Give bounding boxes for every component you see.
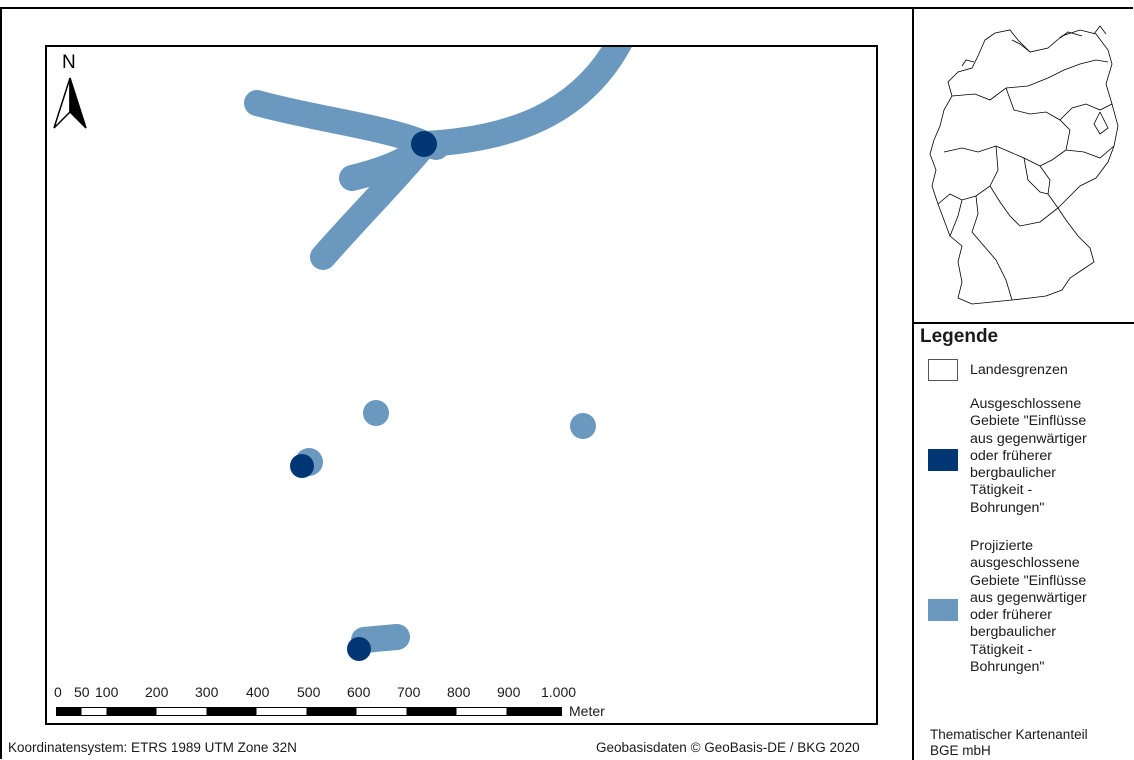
projected-area-branch-long <box>310 131 438 270</box>
legend-separator <box>914 322 1134 324</box>
scale-label: 500 <box>297 684 321 700</box>
state-border <box>951 59 1109 101</box>
legend-label-borders: Landesgrenzen <box>970 362 1068 378</box>
state-border <box>937 145 999 205</box>
excluded-area-point-3 <box>347 637 371 661</box>
scale-label: 600 <box>347 684 371 700</box>
thematic-line-2: BGE mbH <box>930 743 991 758</box>
projected-area-blob-1 <box>363 400 389 426</box>
state-border <box>1023 157 1049 195</box>
source-note: Geobasisdaten © GeoBasis-DE / BKG 2020 <box>596 740 860 755</box>
legend-swatch-excluded <box>928 449 958 471</box>
projected-area-corridor-west <box>244 90 438 157</box>
panel-divider <box>912 7 914 760</box>
scale-label: 200 <box>145 684 169 700</box>
projected-area-corridor-east <box>412 47 632 157</box>
legend-title: Legende <box>920 326 999 347</box>
scale-label: 50 <box>74 684 90 700</box>
legend-swatch-borders <box>928 359 958 381</box>
north-letter: N <box>62 52 76 73</box>
coast-detail <box>961 25 1107 67</box>
outer-frame <box>0 7 1133 759</box>
scale-label: 300 <box>195 684 219 700</box>
germany-outline <box>929 29 1119 305</box>
state-border <box>943 145 1059 209</box>
map-frame <box>45 45 878 725</box>
scale-label: 900 <box>497 684 521 700</box>
scale-label: 0 <box>54 684 62 700</box>
legend-swatch-projected <box>928 599 958 621</box>
state-border <box>1059 103 1113 121</box>
legend-label-projected: Projizierte ausgeschlossene Gebiete "Ein… <box>970 538 1087 676</box>
scale-label: 800 <box>447 684 471 700</box>
state-border <box>1093 111 1109 135</box>
legend-label-excluded: Ausgeschlossene Gebiete "Einflüsse aus g… <box>970 396 1087 516</box>
state-border <box>971 195 1013 301</box>
scale-unit: Meter <box>569 703 605 719</box>
excluded-area-point-2 <box>290 454 314 478</box>
excluded-area-point-1 <box>411 131 437 157</box>
scale-label: 700 <box>397 684 421 700</box>
state-border <box>1065 145 1115 159</box>
scale-label: 400 <box>246 684 270 700</box>
north-arrow: N <box>52 52 92 137</box>
map-canvas[interactable] <box>47 47 876 723</box>
state-border <box>989 185 1059 227</box>
crs-note: Koordinatensystem: ETRS 1989 UTM Zone 32… <box>8 740 297 755</box>
scale-bar <box>56 707 562 716</box>
scale-label: 1.000 <box>541 684 577 700</box>
thematic-note: Thematischer Kartenanteil BGE mbH <box>930 727 1088 759</box>
overview-map-germany <box>914 9 1134 323</box>
projected-area-blob-2 <box>570 413 596 439</box>
state-border <box>949 199 963 237</box>
scale-label: 100 <box>95 684 119 700</box>
projected-area-south <box>351 624 410 653</box>
thematic-line-1: Thematischer Kartenanteil <box>930 727 1088 742</box>
